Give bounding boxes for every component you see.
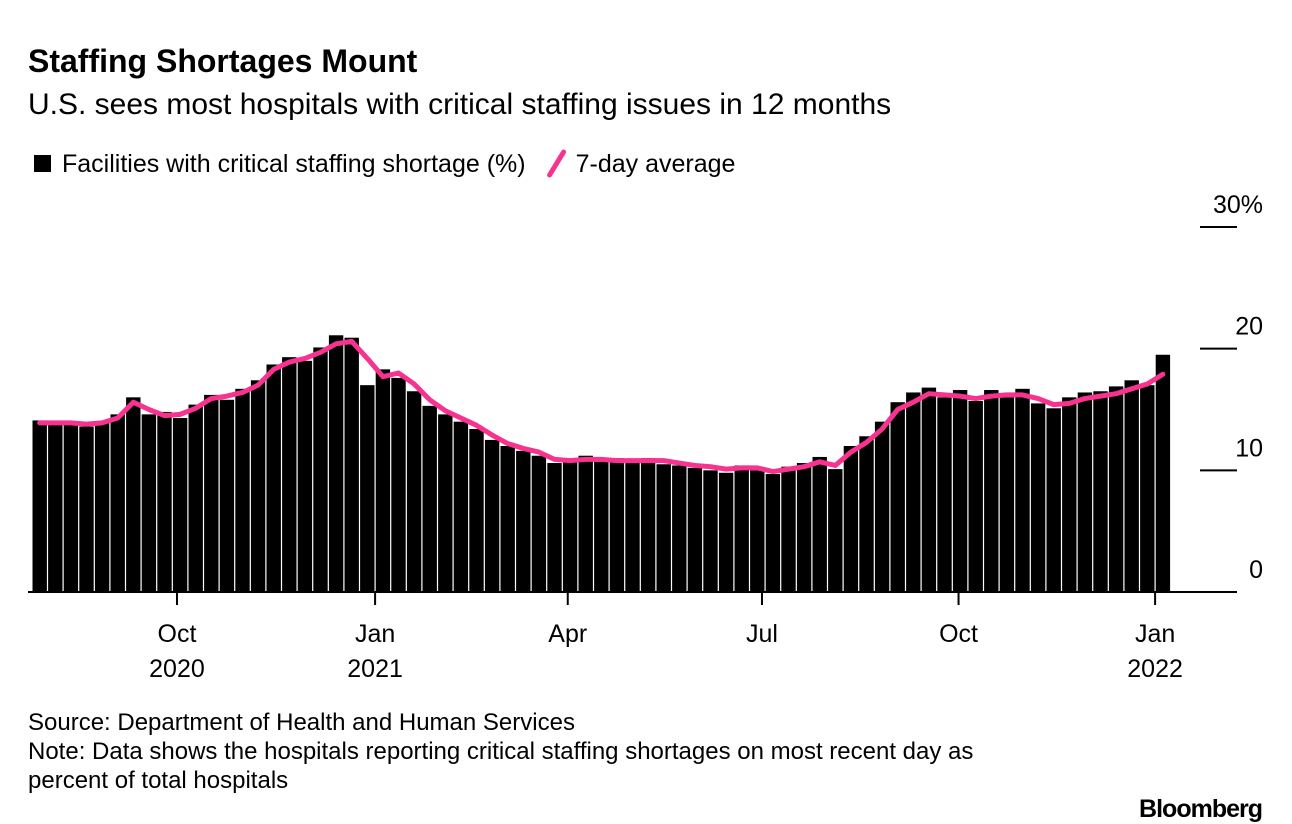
bar [1015,388,1030,592]
chart-subtitle: U.S. sees most hospitals with critical s… [28,88,891,121]
x-year-label: 2022 [1127,655,1183,683]
x-tick-label: Oct [939,620,978,648]
legend-label: 7-day average [576,150,736,178]
x-tick-label: Jul [746,620,778,648]
bar [344,337,359,592]
bar [297,360,313,592]
bar [1062,397,1077,592]
bar [375,369,391,592]
bar [391,377,406,592]
bar [484,439,500,592]
y-tick-label: 20 [1235,313,1263,341]
bar [250,380,266,592]
bar [984,390,999,592]
bar [874,421,890,592]
bar [204,394,219,592]
bar [500,446,515,592]
bar [1046,408,1061,592]
bar [94,421,110,592]
bar [1124,380,1139,592]
bar [781,466,796,592]
bar [157,411,172,592]
bar [890,402,905,592]
bar [1093,391,1108,592]
bar [672,465,687,592]
bar [531,455,547,592]
note: Note: Data shows the hospitals reporting… [28,738,974,794]
y-tick-label: 10 [1235,434,1263,462]
bar [219,399,235,592]
bar [562,458,578,592]
bar [999,397,1015,592]
bar [266,364,281,592]
source: Source: Department of Health and Human S… [28,709,575,736]
bar [188,404,203,592]
bar [1077,392,1093,592]
bar [126,397,141,592]
bar [141,414,157,592]
bar [750,470,765,592]
bar [687,467,703,592]
bar [360,385,375,592]
bar [594,461,609,592]
y-tick-label: 0 [1249,556,1263,584]
bar [32,420,47,592]
legend-swatch [547,149,567,178]
x-year-label: 2021 [347,655,403,683]
bar [1108,386,1124,592]
legend-swatch [34,155,51,172]
brand: Bloomberg [1139,795,1262,823]
bar [921,387,937,592]
bar [48,424,63,592]
bar [235,388,250,592]
bar [625,463,640,592]
x-tick-label: Jan [355,620,395,648]
bar [859,436,874,592]
bar [313,347,328,592]
bar [516,450,531,592]
bar [968,400,983,592]
x-tick-label: Oct [158,620,197,648]
bar [453,421,469,592]
bar [734,465,749,592]
bar [640,458,656,592]
bar [406,391,422,592]
bar [812,456,827,592]
bar [63,421,79,592]
x-year-label: 2020 [149,655,205,683]
bar [1030,403,1046,592]
bar [656,464,671,592]
x-tick-label: Jan [1135,620,1175,648]
line [37,338,1166,475]
legend-label: Facilities with critical staffing shorta… [62,150,526,178]
bar [937,397,952,592]
chart-title: Staffing Shortages Mount [28,43,418,79]
bar [952,390,968,592]
bar [469,428,484,592]
bar [328,335,344,592]
bar [796,463,812,592]
bar [1155,354,1171,592]
bar [718,472,734,592]
bar [79,426,94,592]
bar [578,455,593,592]
bar [282,357,297,592]
bar [547,463,562,592]
bar [828,469,843,592]
bar [438,414,453,592]
bar [422,405,437,592]
bar [906,392,921,592]
bar [843,446,859,592]
y-tick-label: 30% [1213,191,1263,219]
bar [110,414,125,592]
bar [703,470,718,592]
bar [1140,385,1155,592]
bar [172,418,188,592]
footer: Source: Department of Health and Human S… [28,708,1038,795]
x-tick-label: Apr [548,620,587,648]
bar [765,473,781,592]
bar [609,458,625,592]
